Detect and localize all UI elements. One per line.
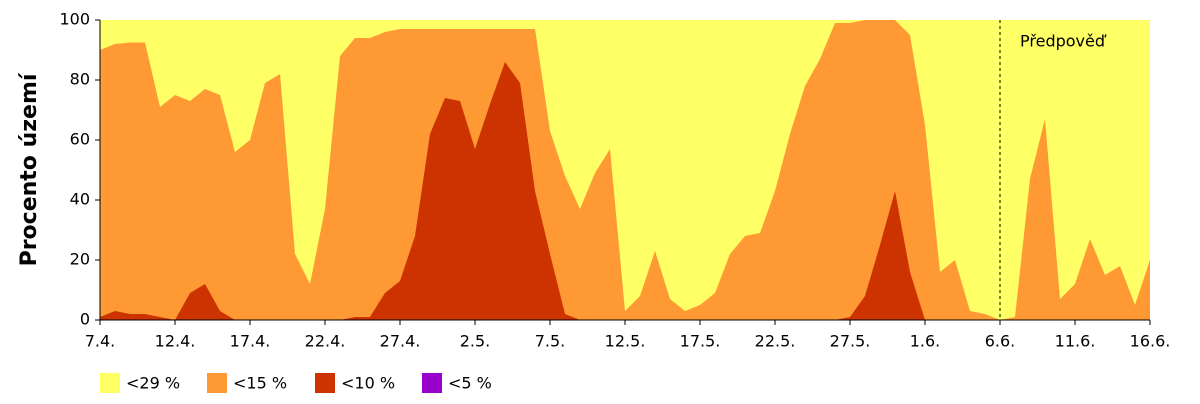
legend-swatch xyxy=(422,373,442,393)
legend-swatch xyxy=(315,373,335,393)
x-tick-label: 27.4. xyxy=(380,332,421,351)
legend-label: <5 % xyxy=(448,374,492,393)
x-tick-label: 11.6. xyxy=(1055,332,1096,351)
annotation: Předpověď xyxy=(1020,32,1107,51)
x-tick-label: 7.4. xyxy=(85,332,116,351)
legend-swatch xyxy=(207,373,227,393)
x-tick-label: 12.5. xyxy=(605,332,646,351)
x-tick-label: 17.5. xyxy=(680,332,721,351)
area xyxy=(100,62,1150,320)
y-tick-label: 20 xyxy=(70,250,90,269)
y-tick-label: 100 xyxy=(59,10,90,29)
x-tick-label: 6.6. xyxy=(985,332,1016,351)
x-tick-label: 17.4. xyxy=(230,332,271,351)
x-tick-label: 22.4. xyxy=(305,332,346,351)
x-tick-label: 12.4. xyxy=(155,332,196,351)
y-tick-label: 40 xyxy=(70,190,90,209)
y-axis-title: Procento území xyxy=(17,72,42,266)
legend-label: <15 % xyxy=(233,374,287,393)
x-tick-label: 7.5. xyxy=(535,332,566,351)
x-tick-label: 22.5. xyxy=(755,332,796,351)
y-tick-label: 0 xyxy=(80,310,90,329)
x-tick-label: 16.6. xyxy=(1130,332,1171,351)
x-tick-label: 1.6. xyxy=(910,332,941,351)
legend-swatch xyxy=(100,373,120,393)
x-tick-label: 27.5. xyxy=(830,332,871,351)
legend-label: <29 % xyxy=(126,374,180,393)
legend-label: <10 % xyxy=(341,374,395,393)
y-tick-label: 80 xyxy=(70,70,90,89)
y-tick-label: 60 xyxy=(70,130,90,149)
x-tick-label: 2.5. xyxy=(460,332,491,351)
